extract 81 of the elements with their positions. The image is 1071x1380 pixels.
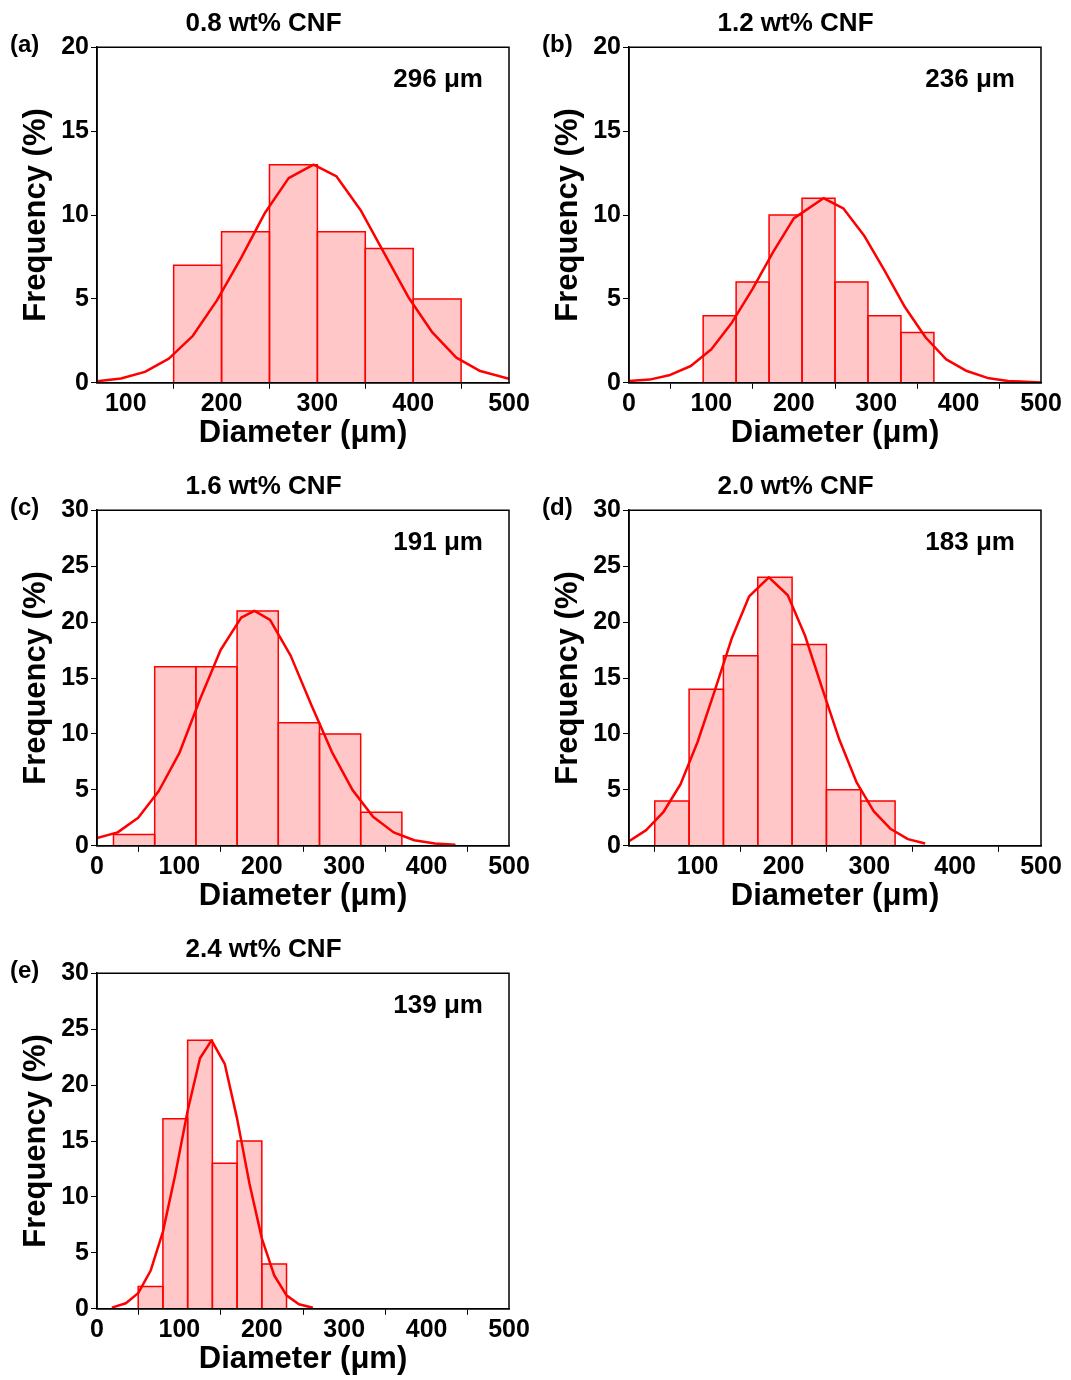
x-tick-label: 500	[488, 1313, 530, 1342]
x-tick-label: 500	[488, 387, 530, 416]
x-tick-label: 100	[158, 850, 201, 879]
x-tick-label: 100	[104, 387, 147, 416]
y-tick-label: 25	[61, 1013, 90, 1042]
y-tick-label: 30	[61, 494, 90, 523]
y-tick-label: 0	[607, 829, 622, 858]
chart-title: 2.4 wt% CNF	[185, 932, 342, 963]
y-tick-label: 20	[61, 1068, 90, 1097]
x-tick-label: 200	[240, 850, 283, 879]
x-tick-label: 400	[392, 387, 435, 416]
x-tick-label: 300	[848, 850, 891, 879]
annotation: 183 μm	[925, 526, 1015, 557]
y-tick-label: 20	[593, 31, 622, 60]
x-tick-label: 400	[405, 1313, 448, 1342]
y-tick-label: 10	[61, 198, 90, 227]
x-tick-label: 100	[158, 1313, 201, 1342]
y-tick-label: 25	[61, 550, 90, 579]
x-tick-label: 400	[937, 387, 980, 416]
y-tick-label: 5	[75, 773, 90, 802]
x-tick-label: 400	[934, 850, 977, 879]
x-tick-label: 500	[488, 850, 530, 879]
y-tick-label: 15	[61, 661, 90, 690]
y-tick-label: 10	[593, 717, 622, 746]
y-tick-label: 0	[75, 829, 90, 858]
y-axis-title: Frequency (%)	[549, 571, 585, 785]
x-tick-label: 200	[762, 850, 805, 879]
chart-title: 0.8 wt% CNF	[185, 6, 342, 37]
text: (c)	[10, 492, 40, 520]
y-tick-label: 15	[593, 661, 622, 690]
y-tick-label: 0	[607, 366, 622, 395]
text: (b)	[542, 29, 573, 57]
annotation: 236 μm	[925, 63, 1015, 94]
annotation: 191 μm	[393, 526, 483, 557]
y-tick-label: 10	[593, 198, 622, 227]
chart-title: 1.2 wt% CNF	[717, 6, 874, 37]
text: (a)	[10, 29, 40, 57]
y-tick-label: 10	[61, 1180, 90, 1209]
y-tick-label: 15	[61, 1124, 90, 1153]
x-tick-label: 200	[772, 387, 815, 416]
y-tick-label: 20	[593, 605, 622, 634]
annotation: 139 μm	[393, 989, 483, 1020]
x-tick-label: 400	[405, 850, 448, 879]
y-tick-label: 5	[607, 282, 622, 311]
annotation: 296 μm	[393, 63, 483, 94]
x-axis-title: Diameter (μm)	[198, 876, 408, 912]
x-axis-title: Diameter (μm)	[730, 413, 940, 449]
x-tick-label: 500	[1020, 850, 1062, 879]
x-tick-label: 300	[323, 850, 366, 879]
x-tick-label: 200	[200, 387, 243, 416]
y-tick-label: 10	[61, 717, 90, 746]
x-tick-label: 300	[323, 1313, 366, 1342]
x-tick-label: 100	[690, 387, 733, 416]
y-axis-title: Frequency (%)	[17, 108, 53, 322]
chart-title: 2.0 wt% CNF	[717, 469, 874, 500]
x-tick-label: 300	[855, 387, 898, 416]
y-tick-label: 20	[61, 31, 90, 60]
y-tick-label: 5	[607, 773, 622, 802]
x-tick-label: 100	[676, 850, 719, 879]
y-tick-label: 30	[61, 957, 90, 986]
x-tick-label: 200	[240, 1313, 283, 1342]
y-axis-title: Frequency (%)	[549, 108, 585, 322]
y-tick-label: 25	[593, 550, 622, 579]
y-axis-title: Frequency (%)	[17, 571, 53, 785]
text: (d)	[542, 492, 573, 520]
chart-title: 1.6 wt% CNF	[185, 469, 342, 500]
y-tick-label: 30	[593, 494, 622, 523]
y-tick-label: 0	[75, 366, 90, 395]
y-axis-title: Frequency (%)	[17, 1034, 53, 1248]
y-tick-label: 15	[593, 114, 622, 143]
text: (e)	[10, 955, 40, 983]
x-axis-title: Diameter (μm)	[730, 876, 940, 912]
x-axis-title: Diameter (μm)	[198, 413, 408, 449]
y-tick-label: 5	[75, 282, 90, 311]
x-tick-label: 300	[296, 387, 339, 416]
y-tick-label: 0	[75, 1292, 90, 1321]
y-tick-label: 20	[61, 605, 90, 634]
y-tick-label: 5	[75, 1236, 90, 1265]
x-axis-title: Diameter (μm)	[198, 1339, 408, 1375]
y-tick-label: 15	[61, 114, 90, 143]
x-tick-label: 500	[1020, 387, 1062, 416]
